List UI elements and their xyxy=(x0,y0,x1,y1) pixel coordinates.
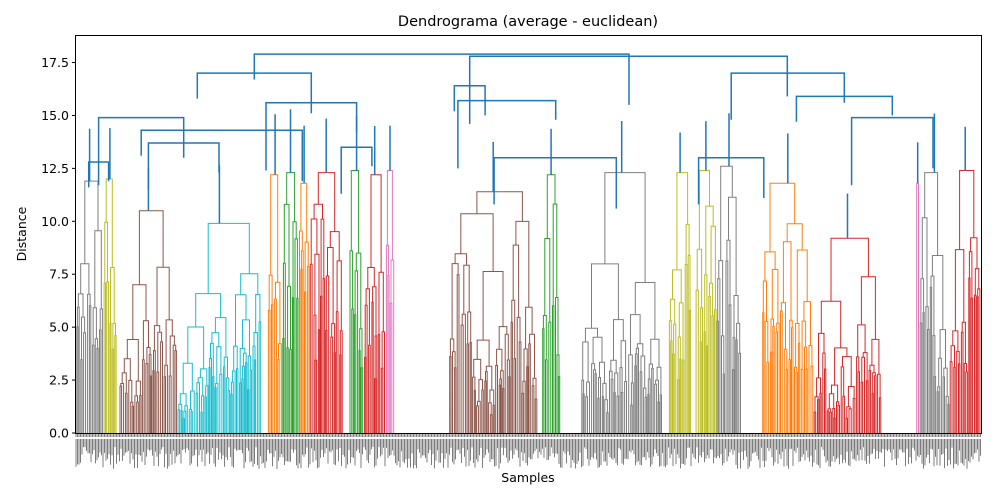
cluster-20 xyxy=(919,172,950,433)
cluster-21-links xyxy=(949,170,981,433)
cluster-18 xyxy=(813,237,882,433)
cluster-10-links xyxy=(385,170,395,433)
cluster-5-links xyxy=(282,172,299,433)
cluster-11 xyxy=(449,191,538,433)
cluster-20-links xyxy=(919,172,950,433)
upper-link-7 xyxy=(493,157,618,209)
upper-link-8 xyxy=(457,99,557,169)
x-tick-marks xyxy=(75,433,981,437)
cluster-9-links xyxy=(364,174,385,433)
cluster-9 xyxy=(364,174,385,433)
cluster-10 xyxy=(385,170,395,433)
cluster-12 xyxy=(542,174,561,433)
plot-frame xyxy=(75,35,982,434)
cluster-3 xyxy=(177,222,262,433)
cluster-21 xyxy=(949,170,981,433)
cluster-17-links xyxy=(762,182,814,433)
cluster-11-links xyxy=(449,191,538,433)
y-axis-label: Distance xyxy=(14,206,29,261)
chart-title: Dendrograma (average - euclidean) xyxy=(398,14,658,30)
cluster-6-links xyxy=(299,182,310,433)
cluster-4 xyxy=(267,174,282,433)
cluster-0 xyxy=(76,180,103,433)
cluster-8-links xyxy=(349,170,364,433)
cluster-1 xyxy=(103,178,117,433)
y-tick-label: 2.5 xyxy=(49,373,69,388)
cluster-13 xyxy=(581,172,662,433)
cluster-19 xyxy=(916,182,919,433)
cluster-14 xyxy=(668,172,692,433)
cluster-13-links xyxy=(581,172,662,433)
cluster-17 xyxy=(762,182,814,433)
cluster-6 xyxy=(299,182,310,433)
cluster-7-links xyxy=(309,172,343,433)
upper-link-15 xyxy=(253,53,630,105)
axes: 0.0 2.5 5.0 7.5 10.0 12.5 15.0 17.5 xyxy=(41,35,982,469)
cluster-16 xyxy=(716,165,741,433)
y-tick-label: 17.5 xyxy=(41,55,69,70)
upper-link-10 xyxy=(697,157,765,205)
cluster-1-links xyxy=(103,178,117,433)
x-tick-label-band xyxy=(75,439,981,469)
y-tick-label: 12.5 xyxy=(41,161,69,176)
y-tick-label: 5.0 xyxy=(49,320,69,335)
cluster-15 xyxy=(695,170,717,433)
y-tick-label: 10.0 xyxy=(41,214,69,229)
cluster-2 xyxy=(119,210,177,433)
y-tick-label: 15.0 xyxy=(41,108,69,123)
cluster-15-links xyxy=(695,170,717,433)
x-axis-ticks xyxy=(75,433,981,469)
cluster-12-links xyxy=(542,174,561,433)
cluster-8 xyxy=(349,170,364,433)
dendrogram-links xyxy=(76,53,981,433)
y-tick-label: 0.0 xyxy=(49,426,69,441)
x-axis-label: Samples xyxy=(501,470,554,485)
cluster-18-links xyxy=(813,237,882,433)
upper-link-11 xyxy=(850,116,934,186)
cluster-0-links xyxy=(76,180,103,433)
y-axis-ticks: 0.0 2.5 5.0 7.5 10.0 12.5 15.0 17.5 xyxy=(41,55,76,441)
upper-link-2 xyxy=(97,116,185,186)
cluster-3-links xyxy=(177,222,262,433)
cluster-4-links xyxy=(267,174,282,433)
cluster-2-links xyxy=(119,210,177,433)
y-tick-label: 7.5 xyxy=(49,267,69,282)
cluster-19-links xyxy=(916,182,919,433)
upper-link-3 xyxy=(140,129,304,182)
cluster-5 xyxy=(282,172,299,433)
cluster-16-links xyxy=(716,165,741,433)
cluster-14-links xyxy=(668,172,692,433)
cluster-7 xyxy=(309,172,343,433)
